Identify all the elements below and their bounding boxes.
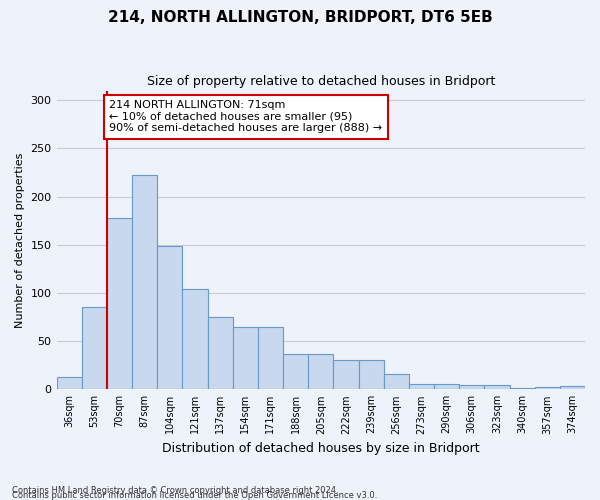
- Bar: [560, 386, 585, 390]
- Bar: [334, 360, 359, 390]
- Bar: [208, 317, 233, 390]
- Bar: [132, 176, 157, 390]
- Bar: [182, 289, 208, 390]
- Bar: [434, 384, 459, 390]
- Bar: [383, 374, 409, 390]
- Bar: [82, 308, 107, 390]
- Bar: [535, 388, 560, 390]
- Bar: [107, 218, 132, 390]
- Bar: [359, 360, 383, 390]
- Bar: [509, 388, 535, 390]
- Title: Size of property relative to detached houses in Bridport: Size of property relative to detached ho…: [146, 75, 495, 88]
- Bar: [409, 384, 434, 390]
- Text: Contains public sector information licensed under the Open Government Licence v3: Contains public sector information licen…: [12, 491, 377, 500]
- Bar: [56, 377, 82, 390]
- Y-axis label: Number of detached properties: Number of detached properties: [15, 152, 25, 328]
- Text: 214, NORTH ALLINGTON, BRIDPORT, DT6 5EB: 214, NORTH ALLINGTON, BRIDPORT, DT6 5EB: [107, 10, 493, 25]
- Bar: [258, 326, 283, 390]
- Bar: [157, 246, 182, 390]
- Bar: [283, 354, 308, 390]
- Text: 214 NORTH ALLINGTON: 71sqm
← 10% of detached houses are smaller (95)
90% of semi: 214 NORTH ALLINGTON: 71sqm ← 10% of deta…: [109, 100, 383, 134]
- Bar: [459, 386, 484, 390]
- Text: Contains HM Land Registry data © Crown copyright and database right 2024.: Contains HM Land Registry data © Crown c…: [12, 486, 338, 495]
- Bar: [308, 354, 334, 390]
- X-axis label: Distribution of detached houses by size in Bridport: Distribution of detached houses by size …: [162, 442, 479, 455]
- Bar: [233, 326, 258, 390]
- Bar: [484, 386, 509, 390]
